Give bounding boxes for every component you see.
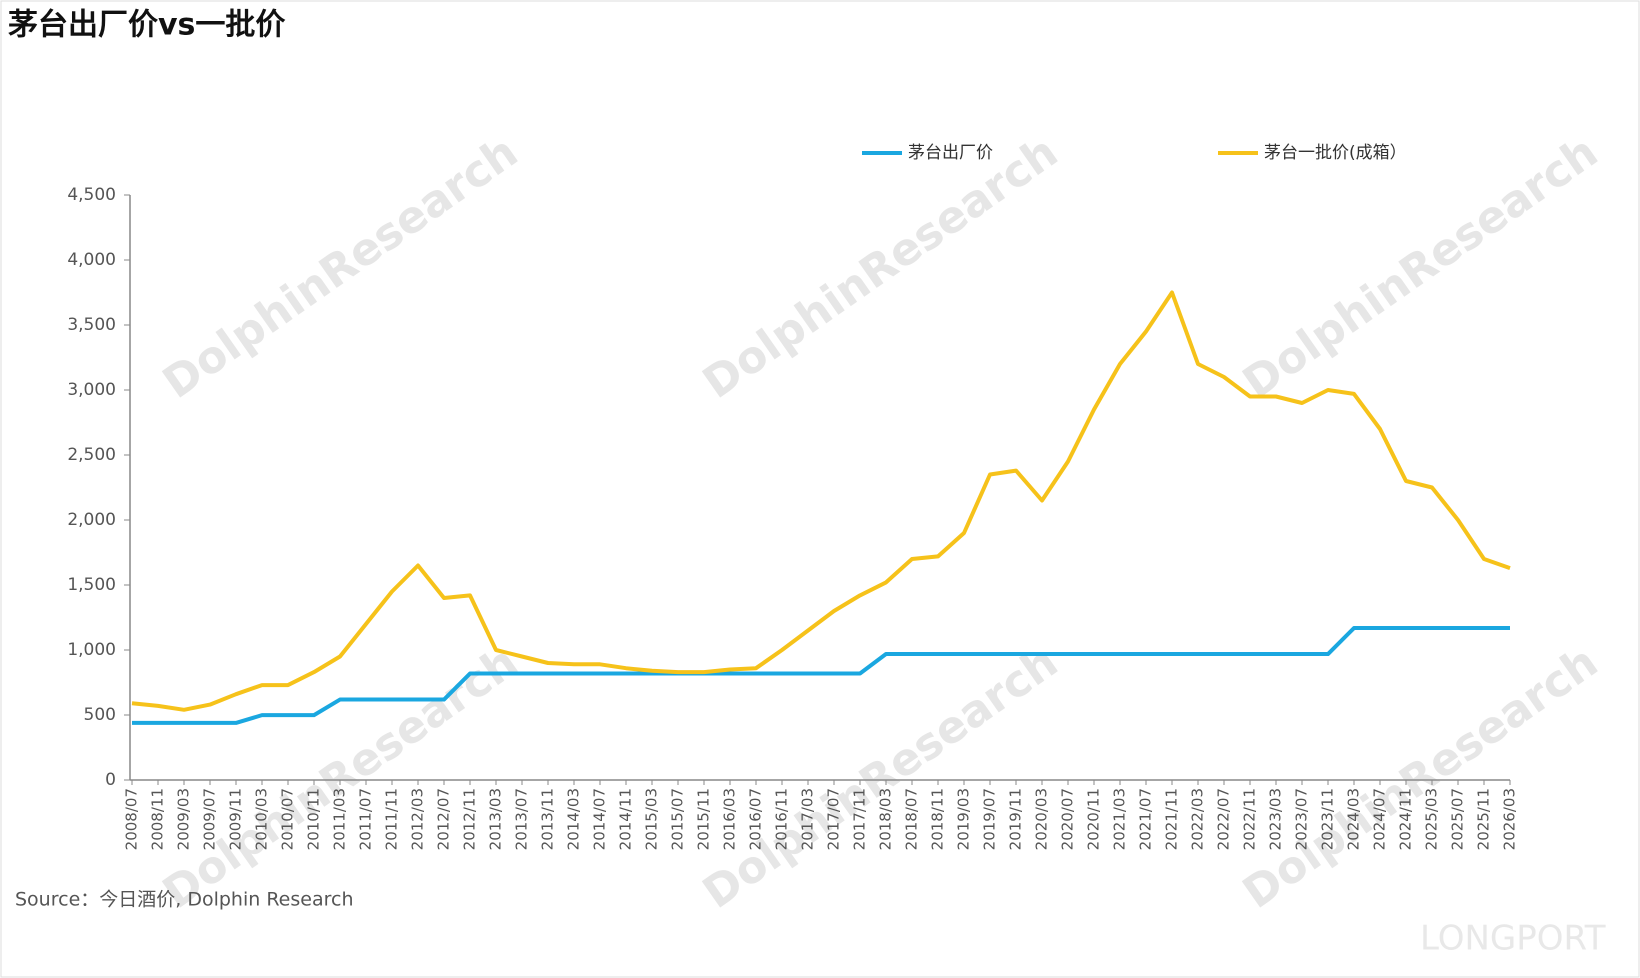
x-tick-label: 2009/03	[175, 788, 193, 850]
x-tick-label: 2011/07	[357, 788, 375, 850]
x-tick-label: 2023/03	[1267, 788, 1285, 850]
source: Source：今日酒价, Dolphin Research	[15, 889, 353, 911]
x-tick-label: 2025/07	[1449, 788, 1467, 850]
x-tick-label: 2020/07	[1059, 788, 1077, 850]
x-tick-label: 2008/07	[123, 788, 141, 850]
x-tick-label: 2022/03	[1189, 788, 1207, 850]
x-tick-label: 2009/11	[227, 788, 245, 850]
series-line	[132, 626, 1510, 725]
x-tick-label: 2025/11	[1475, 788, 1493, 850]
x-tick-label: 2015/11	[695, 788, 713, 850]
x-tick-label: 2010/11	[305, 788, 323, 850]
x-tick-label: 2020/11	[1085, 788, 1103, 850]
x-tick-label: 2019/03	[955, 788, 973, 850]
x-tick-label: 2015/07	[669, 788, 687, 850]
x-tick-label: 2013/11	[539, 788, 557, 850]
y-tick-label: 4,000	[67, 250, 116, 270]
x-tick-label: 2022/11	[1241, 788, 1259, 850]
y-tick-label: 500	[84, 705, 116, 725]
x-tick-label: 2024/03	[1345, 788, 1363, 850]
x-tick-label: 2011/11	[383, 788, 401, 850]
x-tick-label: 2024/11	[1397, 788, 1415, 850]
x-tick-label: 2021/07	[1137, 788, 1155, 850]
x-tick-label: 2021/11	[1163, 788, 1181, 850]
x-tick-label: 2013/07	[513, 788, 531, 850]
y-tick-label: 3,500	[67, 315, 116, 335]
x-tick-label: 2010/07	[279, 788, 297, 850]
x-tick-label: 2017/07	[825, 788, 843, 850]
x-tick-label: 2009/07	[201, 788, 219, 850]
x-tick-label: 2017/11	[851, 788, 869, 850]
x-tick-label: 2025/03	[1423, 788, 1441, 850]
chart-title: 茅台出厂价vs一批价	[8, 8, 285, 43]
x-tick-label: 2026/03	[1501, 788, 1519, 850]
brand: LONGPORT	[1420, 919, 1606, 959]
legend-label: 茅台一批价(成箱）	[1264, 143, 1407, 163]
x-tick-label: 2014/03	[565, 788, 583, 850]
y-tick-label: 0	[105, 770, 116, 790]
x-tick-label: 2023/07	[1293, 788, 1311, 850]
x-tick-label: 2018/03	[877, 788, 895, 850]
x-tick-label: 2017/03	[799, 788, 817, 850]
x-tick-label: 2023/11	[1319, 788, 1337, 850]
y-tick-label: 4,500	[67, 185, 116, 205]
x-tick-label: 2011/03	[331, 788, 349, 850]
y-tick-label: 2,500	[67, 445, 116, 465]
y-tick-label: 1,500	[67, 575, 116, 595]
x-tick-label: 2014/11	[617, 788, 635, 850]
x-tick-label: 2019/07	[981, 788, 999, 850]
x-tick-label: 2024/07	[1371, 788, 1389, 850]
x-tick-label: 2018/07	[903, 788, 921, 850]
series-line	[131, 290, 1511, 712]
x-tick-label: 2021/03	[1111, 788, 1129, 850]
x-tick-label: 2012/11	[461, 788, 479, 850]
x-tick-label: 2022/07	[1215, 788, 1233, 850]
x-tick-label: 2019/11	[1007, 788, 1025, 850]
x-tick-label: 2015/03	[643, 788, 661, 850]
x-tick-label: 2016/03	[721, 788, 739, 850]
y-tick-label: 2,000	[67, 510, 116, 530]
x-tick-label: 2016/07	[747, 788, 765, 850]
y-tick-label: 3,000	[67, 380, 116, 400]
legend-label: 茅台出厂价	[908, 143, 993, 163]
x-tick-label: 2008/11	[149, 788, 167, 850]
x-tick-label: 2012/07	[435, 788, 453, 850]
x-tick-label: 2016/11	[773, 788, 791, 850]
x-tick-label: 2010/03	[253, 788, 271, 850]
x-tick-label: 2014/07	[591, 788, 609, 850]
x-tick-label: 2012/03	[409, 788, 427, 850]
x-tick-label: 2013/03	[487, 788, 505, 850]
x-tick-label: 2020/03	[1033, 788, 1051, 850]
x-tick-label: 2018/11	[929, 788, 947, 850]
y-tick-label: 1,000	[67, 640, 116, 660]
